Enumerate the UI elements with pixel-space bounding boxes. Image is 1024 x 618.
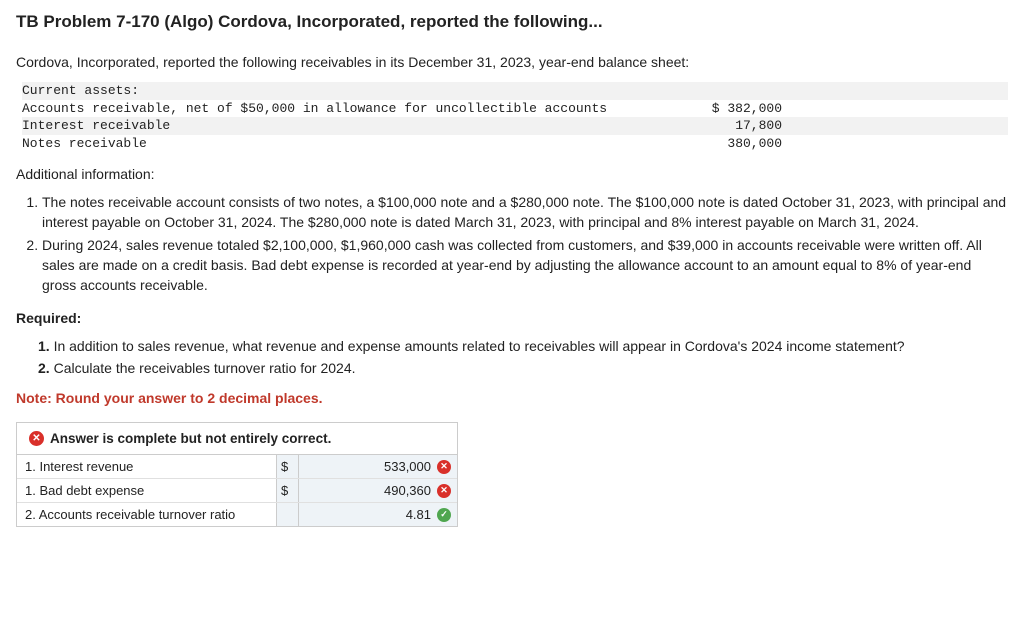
info-item: During 2024, sales revenue totaled $2,10… [42,235,1008,296]
feedback-header: ✕ Answer is complete but not entirely co… [17,423,457,455]
intro-text: Cordova, Incorporated, reported the foll… [16,54,1008,70]
incorrect-icon: ✕ [29,431,44,446]
required-item: 1. In addition to sales revenue, what re… [38,336,1008,356]
incorrect-icon: ✕ [437,460,451,474]
additional-info-list: The notes receivable account consists of… [28,192,1008,295]
ledger-row-label: Accounts receivable, net of $50,000 in a… [22,100,662,118]
answer-value: 490,360 [384,483,431,498]
answer-row: 1. Interest revenue $ 533,000 ✕ [17,455,457,478]
answer-row: 1. Bad debt expense $ 490,360 ✕ [17,478,457,502]
required-item-text: Calculate the receivables turnover ratio… [54,360,356,376]
additional-info-label: Additional information: [16,166,1008,182]
rounding-note: Note: Round your answer to 2 decimal pla… [16,390,1008,406]
correct-icon: ✓ [437,508,451,522]
answer-currency: $ [277,455,299,478]
answer-value-cell[interactable]: 4.81 ✓ [299,503,457,526]
answer-label: 1. Interest revenue [17,455,277,478]
answer-label: 1. Bad debt expense [17,479,277,502]
answer-currency [277,503,299,526]
ledger-row-value: $ 382,000 [662,100,782,118]
answer-row: 2. Accounts receivable turnover ratio 4.… [17,502,457,526]
info-item: The notes receivable account consists of… [42,192,1008,233]
balance-sheet-ledger: Current assets: Accounts receivable, net… [22,82,1008,152]
answer-value: 533,000 [384,459,431,474]
required-item: 2. Calculate the receivables turnover ra… [38,358,1008,378]
ledger-row-label: Interest receivable [22,117,662,135]
feedback-header-text: Answer is complete but not entirely corr… [50,431,331,446]
ledger-row-value: 380,000 [662,135,782,153]
ledger-row-label: Notes receivable [22,135,662,153]
problem-title: TB Problem 7-170 (Algo) Cordova, Incorpo… [16,12,1008,32]
answer-value: 4.81 [406,507,431,522]
answer-label: 2. Accounts receivable turnover ratio [17,503,277,526]
required-list: 1. In addition to sales revenue, what re… [38,336,1008,379]
answer-value-cell[interactable]: 490,360 ✕ [299,479,457,502]
ledger-row-value: 17,800 [662,117,782,135]
required-item-text: In addition to sales revenue, what reven… [54,338,905,354]
required-label: Required: [16,310,1008,326]
answer-value-cell[interactable]: 533,000 ✕ [299,455,457,478]
answer-feedback-panel: ✕ Answer is complete but not entirely co… [16,422,458,527]
answer-currency: $ [277,479,299,502]
ledger-heading: Current assets: [22,82,662,100]
incorrect-icon: ✕ [437,484,451,498]
